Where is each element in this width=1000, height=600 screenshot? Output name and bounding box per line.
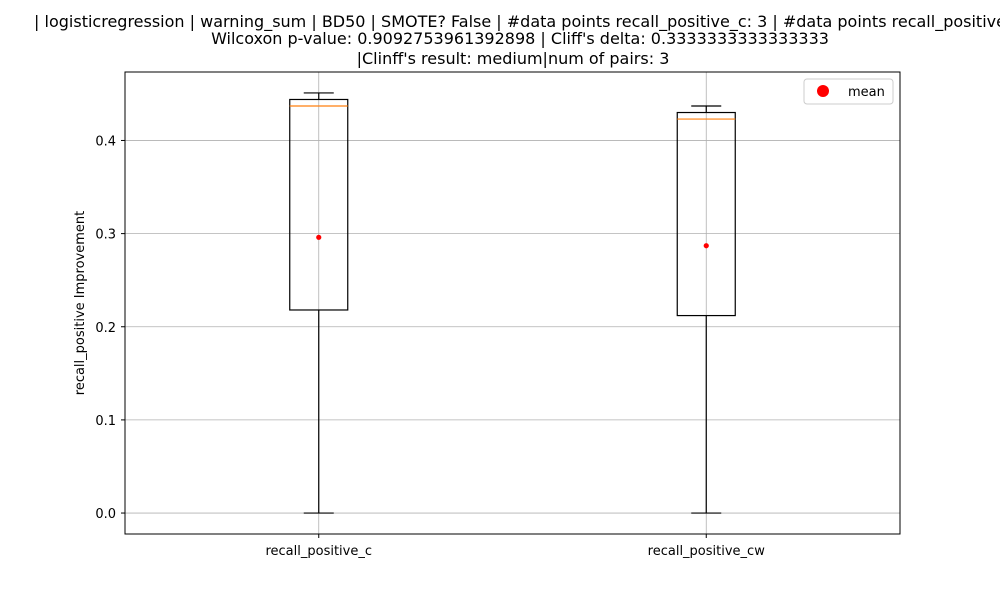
y-tick-label: 0.3	[95, 228, 116, 243]
x-tick-label: recall_positive_c	[265, 544, 372, 559]
box-recall_positive_c	[289, 92, 349, 514]
mean-markers	[316, 234, 709, 249]
title-line-3: |Clinff's result: medium|num of pairs: 3	[357, 49, 670, 68]
title-line-2: Wilcoxon p-value: 0.9092753961392898 | C…	[211, 29, 829, 48]
y-tick-label: 0.2	[95, 321, 116, 336]
y-axis-label: recall_positive Improvement	[73, 211, 88, 395]
title-line-1: | logisticregression | warning_sum | BD5…	[34, 12, 1000, 32]
mean-marker	[703, 243, 709, 249]
y-tick-label: 0.1	[95, 414, 116, 429]
box-recall_positive_cw	[676, 105, 736, 514]
legend-label-mean: mean	[848, 85, 885, 100]
boxes	[289, 92, 736, 514]
legend: mean	[803, 78, 894, 105]
x-tick-label: recall_positive_cw	[648, 544, 766, 559]
iqr-box	[676, 111, 736, 317]
y-axis-ticks: 0.0 0.1 0.2 0.3 0.4	[95, 134, 125, 522]
y-tick-label: 0.0	[95, 507, 116, 522]
chart-title: | logisticregression | warning_sum | BD5…	[34, 12, 1000, 68]
y-tick-label: 0.4	[95, 134, 116, 149]
legend-marker-mean	[817, 85, 829, 97]
mean-marker	[316, 234, 322, 240]
x-axis-ticks: recall_positive_c recall_positive_cw	[265, 534, 765, 559]
plot-frame	[124, 71, 901, 535]
legend-box	[803, 78, 894, 105]
iqr-box	[289, 98, 349, 311]
